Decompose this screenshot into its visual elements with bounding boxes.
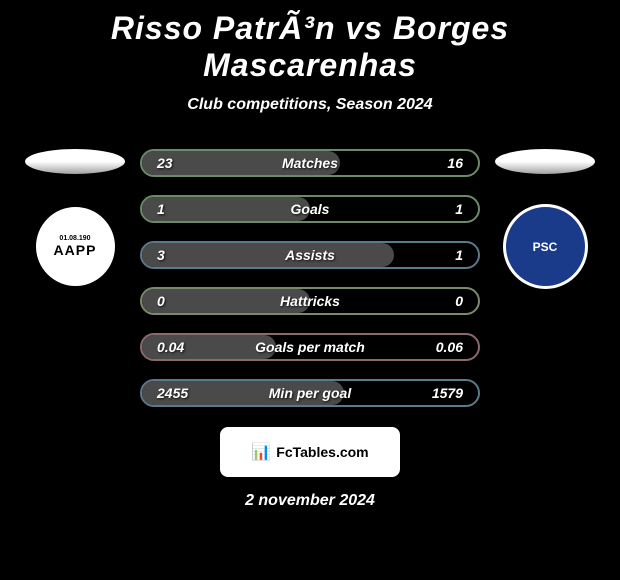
- stat-value-right: 1: [413, 247, 463, 263]
- stats-column: 23Matches161Goals13Assists10Hattricks00.…: [140, 149, 480, 407]
- stat-label: Matches: [207, 155, 413, 171]
- footer-date: 2 november 2024: [0, 492, 620, 510]
- chart-icon: 📊: [251, 442, 271, 462]
- stat-label: Hattricks: [207, 293, 413, 309]
- brand-badge: 📊 FcTables.com: [220, 427, 400, 477]
- team-left-badge-top: 01.08.190: [59, 235, 90, 242]
- stat-label: Goals per match: [207, 339, 413, 355]
- team-left-badge-mid: AAPP: [54, 242, 97, 258]
- stat-value-right: 0.06: [413, 339, 463, 355]
- stat-value-left: 3: [157, 247, 207, 263]
- stat-value-left: 2455: [157, 385, 207, 401]
- stat-value-left: 1: [157, 201, 207, 217]
- stat-row: 1Goals1: [140, 195, 480, 223]
- team-right-badge: PSC: [503, 204, 588, 289]
- stat-value-right: 1: [413, 201, 463, 217]
- subtitle: Club competitions, Season 2024: [0, 96, 620, 114]
- stat-value-right: 0: [413, 293, 463, 309]
- stat-row: 0Hattricks0: [140, 287, 480, 315]
- team-left-flag: [25, 149, 125, 174]
- brand-text: FcTables.com: [276, 444, 368, 460]
- team-left-column: 01.08.190 AAPP: [25, 149, 125, 289]
- stat-row: 0.04Goals per match0.06: [140, 333, 480, 361]
- team-right-column: PSC: [495, 149, 595, 289]
- stat-value-right: 1579: [413, 385, 463, 401]
- stat-row: 2455Min per goal1579: [140, 379, 480, 407]
- team-right-flag: [495, 149, 595, 174]
- stat-value-right: 16: [413, 155, 463, 171]
- team-right-badge-text: PSC: [533, 240, 558, 254]
- stat-label: Assists: [207, 247, 413, 263]
- stat-label: Min per goal: [207, 385, 413, 401]
- page-title: Risso PatrÃ³n vs Borges Mascarenhas: [0, 10, 620, 84]
- stat-label: Goals: [207, 201, 413, 217]
- stat-value-left: 0: [157, 293, 207, 309]
- stat-row: 23Matches16: [140, 149, 480, 177]
- team-left-badge: 01.08.190 AAPP: [33, 204, 118, 289]
- stat-row: 3Assists1: [140, 241, 480, 269]
- stat-value-left: 0.04: [157, 339, 207, 355]
- stat-value-left: 23: [157, 155, 207, 171]
- main-comparison: 01.08.190 AAPP 23Matches161Goals13Assist…: [0, 149, 620, 407]
